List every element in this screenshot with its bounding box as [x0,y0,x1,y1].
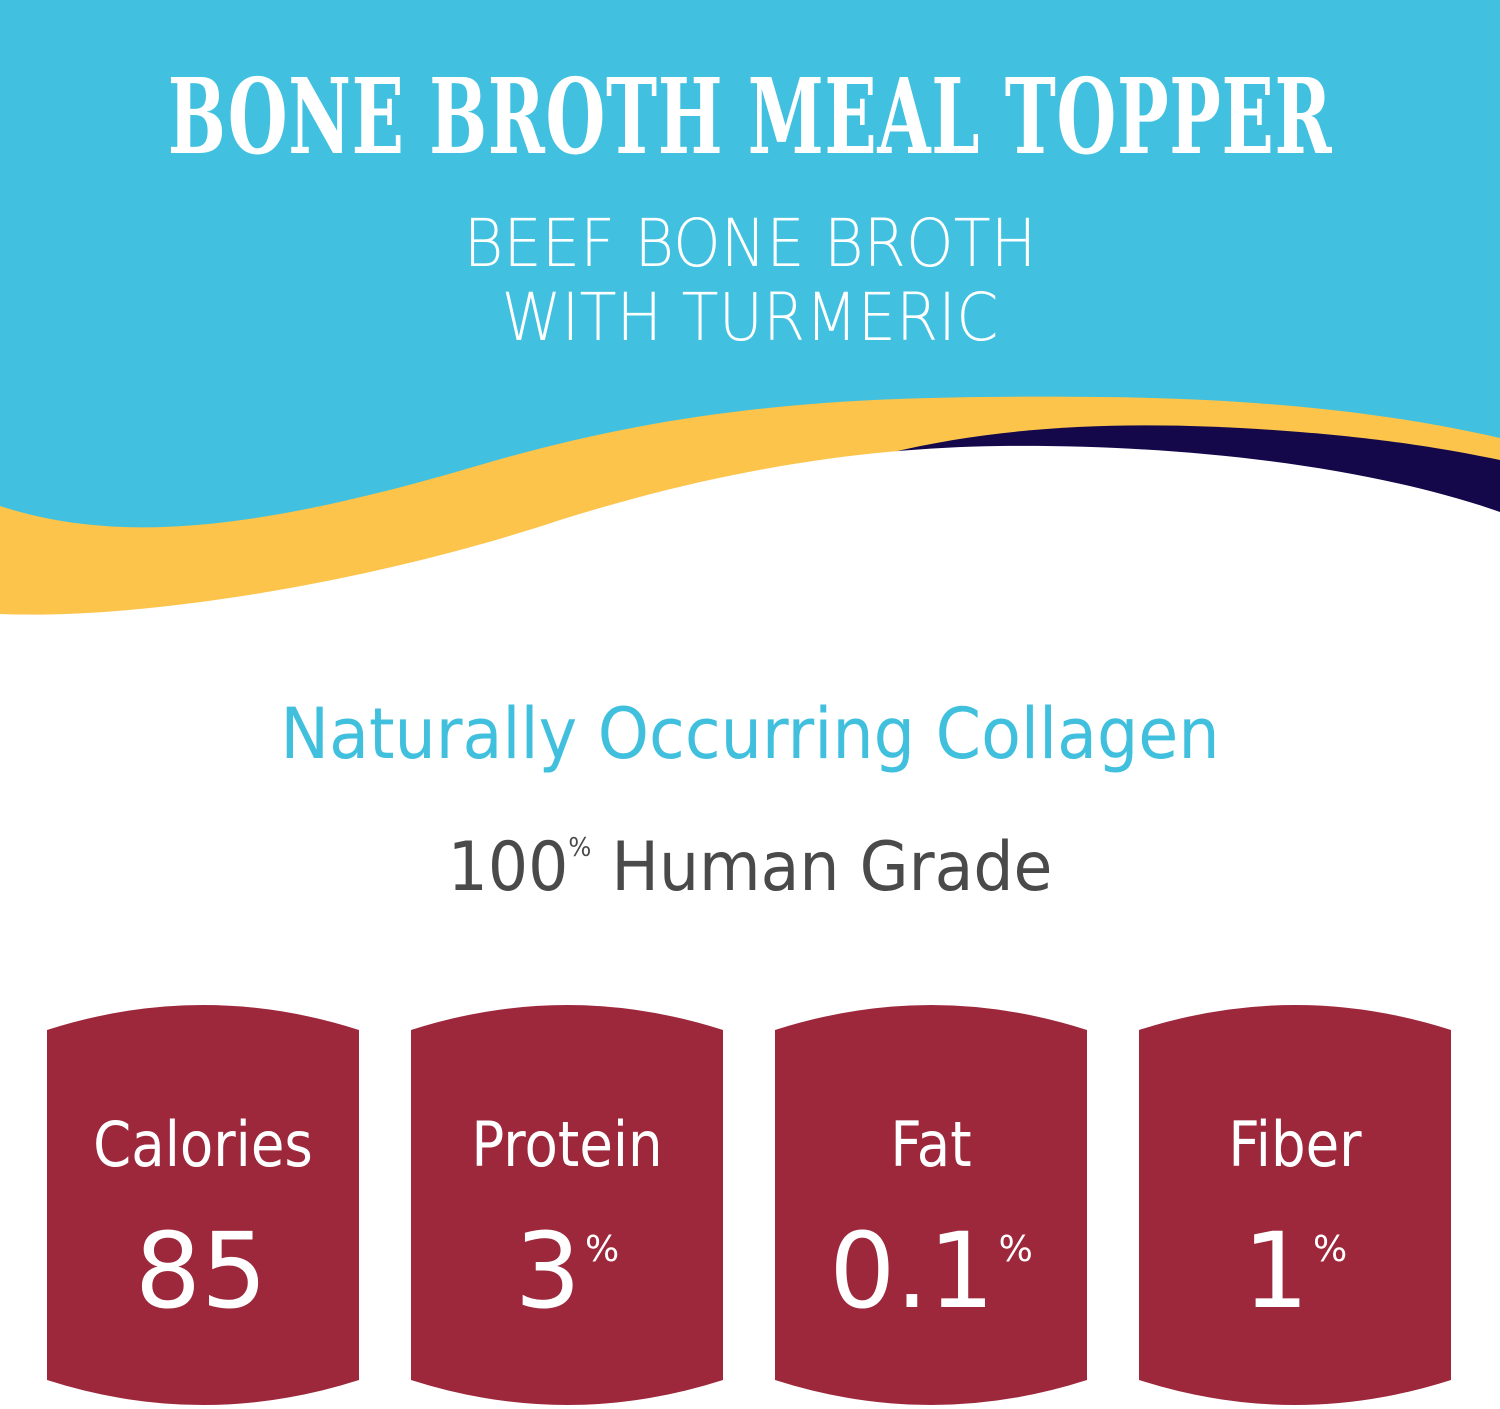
value-number: 0.1 [829,1210,995,1332]
nutrition-label: Calories [93,1108,313,1181]
product-subtitle-line2: WITH TURMERIC [501,279,999,356]
collagen-claim: Naturally Occurring Collagen [280,693,1220,775]
nutrition-card-protein: Protein 3% [411,1005,723,1405]
nutrition-value: 0.1% [829,1190,1033,1331]
value-number: 85 [134,1210,268,1332]
nutrition-label: Protein [471,1108,663,1181]
card-shape [775,1005,1087,1405]
nutrition-value: 3% [515,1190,619,1331]
white-wave [0,445,1500,680]
value-number: 1 [1242,1210,1309,1332]
nutrition-label: Fat [890,1108,972,1181]
nutrition-label: Fiber [1228,1108,1362,1181]
grade-unit: % [568,833,592,863]
grade-text: Human Grade [591,828,1053,907]
value-unit: % [584,1229,620,1270]
nutrition-card-fat: Fat 0.1% [775,1005,1087,1405]
product-subtitle-line1: BEEF BONE BROTH [463,205,1037,282]
nutrition-value: 85 [135,1190,271,1331]
wave-background [0,0,1500,680]
value-unit: % [998,1229,1033,1270]
card-shape [47,1005,359,1405]
nutrition-card-calories: Calories 85 [47,1005,359,1405]
grade-number: 100 [447,828,569,907]
human-grade-claim: 100% Human Grade [448,806,1053,910]
card-shape [1139,1005,1451,1405]
nutrition-value: 1% [1243,1190,1347,1331]
card-shape [411,1005,723,1405]
value-number: 3 [514,1210,581,1332]
product-title: BONE BROTH MEAL TOPPER [167,55,1333,178]
nutrition-card-fiber: Fiber 1% [1139,1005,1451,1405]
value-unit: % [1312,1229,1348,1270]
